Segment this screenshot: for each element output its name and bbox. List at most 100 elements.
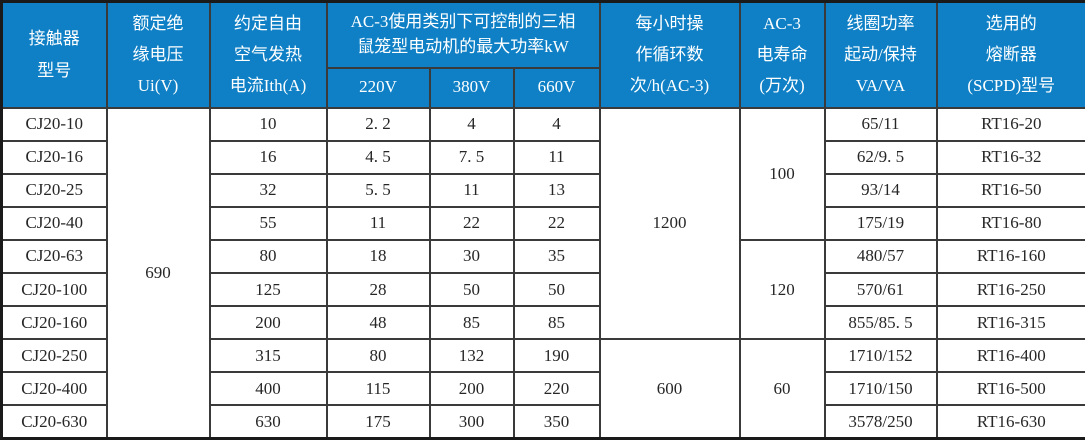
header-model: 接触器 型号: [0, 0, 108, 109]
cell-p380: 85: [428, 305, 515, 341]
cell-life-merged-1: 100: [738, 106, 826, 241]
table-header: 接触器 型号 额定绝 缘电压 Ui(V) 约定自由 空气发热 电流Ith(A) …: [0, 0, 1085, 109]
cell-p660: 350: [512, 404, 601, 440]
cell-ith: 32: [208, 172, 328, 208]
cell-p220: 175: [325, 404, 431, 440]
cell-ith: 10: [208, 106, 328, 142]
header-cycles-per-hour: 每小时操 作循环数 次/h(AC-3): [598, 0, 741, 109]
cell-p660: 190: [512, 338, 601, 374]
cell-model: CJ20-16: [0, 139, 108, 175]
header-coil-power: 线圈功率 起动/保持 VA/VA: [823, 0, 938, 109]
cell-model: CJ20-100: [0, 271, 108, 308]
cell-ith: 16: [208, 139, 328, 175]
cell-ui-merged: 690: [105, 106, 211, 440]
cell-p220: 48: [325, 305, 431, 341]
cell-model: CJ20-400: [0, 371, 108, 407]
cell-model: CJ20-25: [0, 172, 108, 208]
table-row: CJ20-400 400 115 200 220 1710/150 RT16-5…: [0, 371, 1085, 407]
table-row: CJ20-160 200 48 85 85 855/85. 5 RT16-315: [0, 305, 1085, 341]
cell-p220: 11: [325, 205, 431, 241]
cell-p660: 13: [512, 172, 601, 208]
cell-coil: 62/9. 5: [823, 139, 938, 175]
table-row: CJ20-10 690 10 2. 2 4 4 1200 100 65/11 R…: [0, 106, 1085, 440]
cell-fuse: RT16-630: [935, 404, 1085, 440]
table-row: CJ20-25 32 5. 5 11 13 93/14 RT16-50: [0, 172, 1085, 208]
cell-p220: 18: [325, 238, 431, 274]
cell-p380: 50: [428, 271, 515, 308]
table-row: CJ20-16 16 4. 5 7. 5 11 62/9. 5 RT16-32: [0, 139, 1085, 175]
table-row: CJ20-630 630 175 300 350 3578/250 RT16-6…: [0, 404, 1085, 440]
table-row: CJ20-250 315 80 132 190 600 60 1710/152 …: [0, 338, 1085, 440]
table-row: CJ20-40 55 11 22 22 175/19 RT16-80: [0, 205, 1085, 241]
cell-ith: 200: [208, 305, 328, 341]
cell-p660: 11: [512, 139, 601, 175]
table-row: CJ20-100 125 28 50 50 570/61 RT16-250: [0, 271, 1085, 308]
cell-fuse: RT16-250: [935, 271, 1085, 308]
cell-model: CJ20-160: [0, 305, 108, 341]
cell-fuse: RT16-20: [935, 106, 1085, 142]
cell-ith: 80: [208, 238, 328, 274]
table-body: CJ20-10 690 10 2. 2 4 4 1200 100 65/11 R…: [0, 106, 1085, 440]
cell-p380: 300: [428, 404, 515, 440]
cell-coil: 570/61: [823, 271, 938, 308]
header-220v: 220V: [325, 66, 431, 109]
cell-life-merged-2: 120: [738, 238, 826, 341]
cell-p380: 4: [428, 106, 515, 142]
cell-fuse: RT16-500: [935, 371, 1085, 407]
cell-p380: 132: [428, 338, 515, 374]
cell-p380: 11: [428, 172, 515, 208]
cell-cycles-merged-2: 600: [598, 338, 741, 440]
cell-ith: 315: [208, 338, 328, 374]
cell-p220: 4. 5: [325, 139, 431, 175]
header-fuse-type: 选用的 熔断器 (SCPD)型号: [935, 0, 1085, 109]
cell-p380: 200: [428, 371, 515, 407]
cell-coil: 855/85. 5: [823, 305, 938, 341]
cell-p660: 22: [512, 205, 601, 241]
cell-p220: 28: [325, 271, 431, 308]
cell-p380: 30: [428, 238, 515, 274]
cell-model: CJ20-10: [0, 106, 108, 142]
cell-fuse: RT16-32: [935, 139, 1085, 175]
cell-p220: 115: [325, 371, 431, 407]
cell-p660: 4: [512, 106, 601, 142]
cell-p660: 85: [512, 305, 601, 341]
cell-ith: 400: [208, 371, 328, 407]
cell-fuse: RT16-400: [935, 338, 1085, 374]
cell-fuse: RT16-160: [935, 238, 1085, 274]
cell-p220: 80: [325, 338, 431, 374]
cell-life-merged-3: 60: [738, 338, 826, 440]
header-thermal-current: 约定自由 空气发热 电流Ith(A): [208, 0, 328, 109]
cell-cycles-merged-1: 1200: [598, 106, 741, 341]
cell-ith: 125: [208, 271, 328, 308]
cell-coil: 1710/150: [823, 371, 938, 407]
cell-p380: 7. 5: [428, 139, 515, 175]
cell-p380: 22: [428, 205, 515, 241]
cell-coil: 1710/152: [823, 338, 938, 374]
cell-ith: 630: [208, 404, 328, 440]
header-electrical-life: AC-3 电寿命 (万次): [738, 0, 826, 109]
cell-p220: 5. 5: [325, 172, 431, 208]
cell-p220: 2. 2: [325, 106, 431, 142]
cell-p660: 220: [512, 371, 601, 407]
table-row: CJ20-63 80 18 30 35 120 480/57 RT16-160: [0, 238, 1085, 341]
cell-coil: 480/57: [823, 238, 938, 274]
header-ac3-max-power-group: AC-3使用类别下可控制的三相 鼠笼型电动机的最大功率kW: [325, 0, 601, 69]
cell-coil: 93/14: [823, 172, 938, 208]
cell-p660: 35: [512, 238, 601, 274]
header-660v: 660V: [512, 66, 601, 109]
cell-p660: 50: [512, 271, 601, 308]
cell-fuse: RT16-50: [935, 172, 1085, 208]
cell-coil: 3578/250: [823, 404, 938, 440]
header-insulation-voltage: 额定绝 缘电压 Ui(V): [105, 0, 211, 109]
cell-model: CJ20-630: [0, 404, 108, 440]
cell-model: CJ20-250: [0, 338, 108, 374]
header-380v: 380V: [428, 66, 515, 109]
cell-coil: 175/19: [823, 205, 938, 241]
cell-coil: 65/11: [823, 106, 938, 142]
cell-model: CJ20-63: [0, 238, 108, 274]
cell-ith: 55: [208, 205, 328, 241]
cell-model: CJ20-40: [0, 205, 108, 241]
cell-fuse: RT16-80: [935, 205, 1085, 241]
